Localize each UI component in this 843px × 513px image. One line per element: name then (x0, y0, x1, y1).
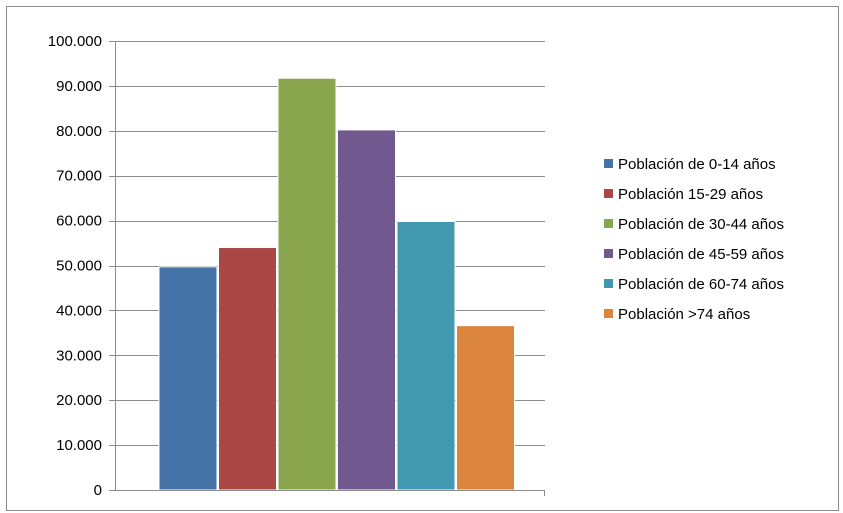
bar (396, 220, 456, 491)
y-tick-label: 80.000 (56, 123, 102, 140)
legend-swatch (604, 249, 613, 258)
legend-entry-label: Población de 0-14 años (618, 156, 776, 173)
bar (456, 325, 515, 491)
bar (218, 247, 277, 491)
y-tick-label: 0 (94, 482, 102, 499)
legend-swatch (604, 309, 613, 318)
legend-entry-label: Población 15-29 años (618, 186, 763, 203)
legend-swatch (604, 189, 613, 198)
legend-entry-label: Población de 45-59 años (618, 246, 784, 263)
legend-swatch (604, 279, 613, 288)
y-tick-label: 10.000 (56, 437, 102, 454)
bar (337, 129, 396, 491)
y-tick-label: 20.000 (56, 392, 102, 409)
legend-swatch (604, 159, 613, 168)
y-tick-label: 70.000 (56, 168, 102, 185)
y-tick-label: 90.000 (56, 78, 102, 95)
y-tick-label: 50.000 (56, 258, 102, 275)
y-tick-label: 100.000 (48, 33, 102, 50)
y-tick-label: 60.000 (56, 213, 102, 230)
y-tick-label: 40.000 (56, 302, 102, 319)
legend-entry-label: Población de 60-74 años (618, 276, 784, 293)
legend-entry-label: Población de 30-44 años (618, 216, 784, 233)
bars (158, 77, 515, 491)
y-axis-tick-labels: 0 10.000 20.000 30.000 40.000 50.000 60.000 70.… (48, 33, 102, 499)
legend-swatch (604, 219, 613, 228)
y-tick-label: 30.000 (56, 347, 102, 364)
legend: Población de 0-14 años Población 15-29 añ… (604, 156, 784, 323)
bar (158, 266, 218, 491)
legend-entry-label: Población >74 años (618, 306, 750, 323)
bar (277, 77, 337, 491)
axes (115, 41, 545, 496)
